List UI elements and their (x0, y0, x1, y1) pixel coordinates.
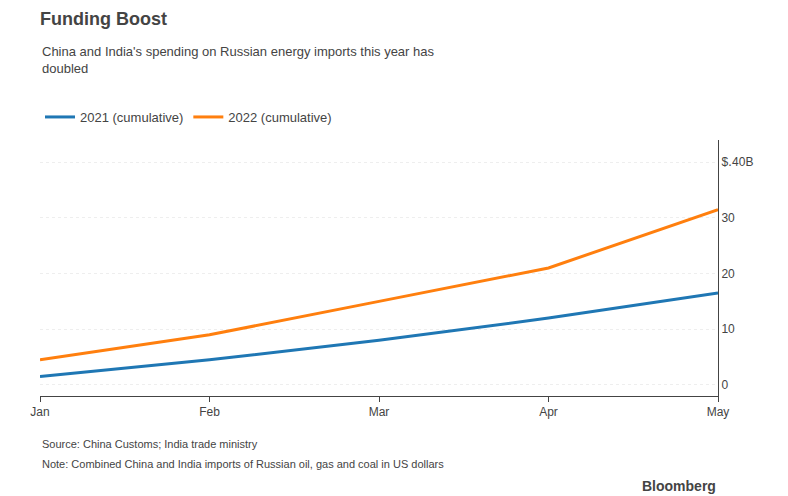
svg-text:0: 0 (721, 378, 728, 392)
svg-text:Jan: Jan (30, 405, 49, 419)
svg-text:20: 20 (721, 267, 735, 281)
svg-text:10: 10 (721, 322, 735, 336)
svg-text:2022 (cumulative): 2022 (cumulative) (228, 110, 331, 125)
svg-text:Feb: Feb (199, 405, 220, 419)
svg-text:30: 30 (721, 211, 735, 225)
svg-text:$․40B: $․40B (721, 155, 753, 169)
svg-text:Mar: Mar (369, 405, 390, 419)
svg-text:Bloomberg: Bloomberg (642, 478, 716, 494)
svg-text:Funding Boost: Funding Boost (40, 9, 167, 29)
svg-text:China and India's spending on: China and India's spending on Russian en… (42, 44, 434, 76)
svg-text:Apr: Apr (539, 405, 558, 419)
svg-text:Source: China Customs; India t: Source: China Customs; India trade minis… (42, 438, 258, 450)
svg-text:Note: Combined China and India: Note: Combined China and India imports o… (42, 458, 444, 470)
svg-text:2021 (cumulative): 2021 (cumulative) (80, 110, 183, 125)
svg-text:May: May (707, 405, 730, 419)
